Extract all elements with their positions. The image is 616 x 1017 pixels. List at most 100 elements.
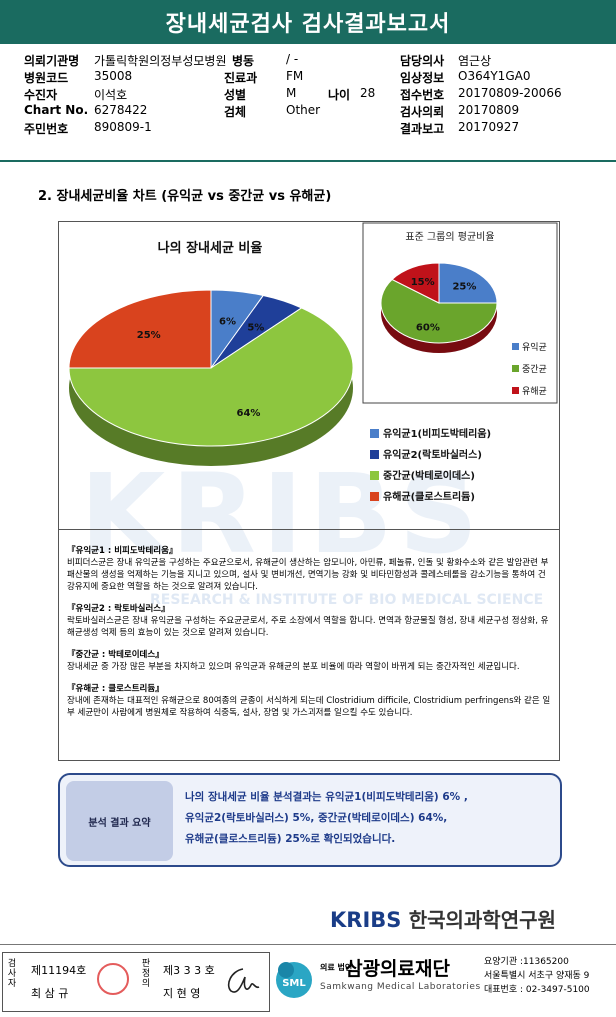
std-data-label: 15% — [411, 277, 435, 288]
info-value: 염근상 — [458, 54, 492, 68]
my-legend-label: 유익균2(락토바실러스) — [383, 448, 482, 461]
std-slice-2 — [391, 262, 440, 304]
info-label: 검사의뢰 — [400, 105, 445, 119]
seal-stamp-icon — [97, 963, 129, 995]
info-label: 병동 — [232, 54, 255, 68]
kriss-logo: KRIBS 한국의과학연구원 — [330, 904, 556, 933]
info-value: 20170809-20066 — [458, 86, 562, 100]
summary-line: 유해균(클로스트리듐) 25%로 확인되었습니다. — [185, 833, 396, 845]
chart-panel — [58, 221, 560, 761]
info-label: 결과보고 — [400, 122, 445, 136]
std-legend-swatch — [512, 387, 519, 394]
info-label: 검체 — [224, 105, 247, 119]
sml-name: 의료 법인 삼광의료재단 — [320, 954, 450, 981]
my-legend-swatch — [370, 429, 379, 438]
std-legend-label: 유해균 — [522, 386, 547, 397]
summary-line: 나의 장내세균 비율 분석결과는 유익균1(비피도박테리움) 6% , — [185, 791, 468, 803]
info-label: 성별 — [224, 88, 247, 102]
standard-chart-title: 표준 그룹의 평균비율 — [405, 231, 494, 243]
description-item: 『유익균2 : 락토바실러스』 락토바실러스균은 장내 유익균을 구성하는 주요균… — [67, 603, 551, 639]
std-data-label: 60% — [416, 323, 440, 334]
info-label: 주민번호 — [24, 122, 69, 136]
sml-code: 요양기관 :11365200 — [484, 957, 569, 967]
description-item: 『유익균1 : 비피도박테리움』 비피더스균은 장내 유익균을 구성하는 주요균으… — [67, 545, 551, 593]
watermark-subtext: RESEARCH & INSTITUTE OF BIO MEDICAL SCIE… — [150, 592, 544, 608]
description-body: 장내에 존재하는 대표적인 유해균으로 80여종의 균종이 서식하게 되는데 C… — [67, 696, 551, 718]
description-heading: 『중간균 : 박테로이데스』 — [67, 650, 164, 660]
summary-label: 분석 결과 요약 — [66, 781, 173, 861]
info-label: 수진자 — [24, 88, 58, 102]
description-body: 비피더스균은 장내 유익균을 구성하는 주요균으로서, 유해균이 생산하는 암모… — [67, 558, 549, 592]
report-title: 장내세균검사 검사결과보고서 — [0, 0, 616, 44]
doctor-name: 지 현 영 — [163, 987, 201, 1000]
doctor-label: 판정의 — [141, 959, 151, 989]
info-value: / - — [286, 52, 299, 66]
sml-address: 요양기관 :11365200 서울특별시 서초구 양재동 9 대표번호 : 02… — [484, 955, 590, 997]
std-legend-label: 중간균 — [522, 364, 547, 375]
my-chart-title: 나의 장내세균 비율 — [158, 240, 263, 256]
info-value: 20170927 — [458, 120, 520, 134]
info-value: O364Y1GA0 — [458, 69, 531, 83]
summary-text: 나의 장내세균 비율 분석결과는 유익균1(비피도박테리움) 6% , 유익균2… — [185, 787, 468, 850]
info-value: 35008 — [94, 69, 133, 83]
my-data-label: 5% — [247, 322, 264, 333]
summary-line: 유익균2(락토바실러스) 5%, 중간균(박테로이데스) 64%, — [185, 812, 448, 824]
description-item: 『유해균 : 클로스트리듐』 장내에 존재하는 대표적인 유해균으로 80여종의 … — [67, 683, 551, 719]
my-data-label: 25% — [137, 330, 161, 341]
tester-license: 제11194호 — [31, 964, 87, 977]
my-slice-2 — [68, 307, 354, 447]
info-value: 6278422 — [94, 103, 148, 117]
my-legend-label: 유해균(클로스트리듐) — [383, 490, 475, 503]
std-legend-label: 유익균 — [522, 341, 547, 353]
panel-divider — [58, 529, 560, 530]
description-body: 장내세균 중 가장 많은 부분을 차지하고 있으며 유익균과 유해균의 분포 비… — [67, 662, 520, 672]
description-heading: 『유익균1 : 비피도박테리움』 — [67, 546, 178, 556]
std-slice-1 — [380, 278, 498, 344]
kribs-watermark: KRIBS — [80, 450, 484, 578]
info-label: 진료과 — [224, 71, 258, 85]
sml-addr-line: 서울특별시 서초구 양재동 9 — [484, 971, 590, 981]
info-value: 가톨릭학원의정부성모병원 — [94, 54, 227, 68]
description-item: 『중간균 : 박테로이데스』 장내세균 중 가장 많은 부분을 차지하고 있으며 … — [67, 649, 551, 673]
description-heading: 『유해균 : 클로스트리듐』 — [67, 684, 164, 694]
my-legend-swatch — [370, 492, 379, 501]
info-value: 20170809 — [458, 103, 520, 117]
info-label: Chart No. — [24, 103, 89, 117]
info-label: 병원코드 — [24, 71, 69, 85]
info-label: 접수번호 — [400, 88, 445, 102]
kriss-logo-mark: KRIBS — [330, 908, 402, 932]
section-title: 2. 장내세균비율 차트 (유익균 vs 중간균 vs 유해균) — [38, 189, 332, 204]
analysis-summary: 분석 결과 요약 나의 장내세균 비율 분석결과는 유익균1(비피도박테리움) … — [58, 773, 562, 867]
info-value: 28 — [360, 86, 376, 100]
info-label: 담당의사 — [400, 54, 445, 68]
info-value: 이석호 — [94, 88, 128, 102]
info-label: 임상정보 — [400, 71, 445, 85]
signature-icon — [227, 968, 260, 993]
my-legend-swatch — [370, 450, 379, 459]
tester-label: 검사자 — [7, 959, 17, 989]
info-value: M — [286, 86, 297, 100]
patient-info: 의뢰기관명 가톨릭학원의정부성모병원 병동 / - 담당의사 염근상 병원코드 … — [24, 52, 604, 137]
pie-charts: 나의 장내세균 비율 6% 5% 64% 25% 유익균1(비피도박테리움) 유익균2(락토… — [68, 222, 558, 503]
sml-org-name: 삼광의료재단 — [345, 958, 450, 980]
sml-logo-icon: SML — [276, 962, 312, 998]
std-data-label: 25% — [452, 281, 476, 292]
bacteria-descriptions: 『유익균1 : 비피도박테리움』 비피더스균은 장내 유익균을 구성하는 주요균으… — [67, 545, 551, 729]
doctor-license: 제3 3 3 호 — [163, 964, 215, 977]
std-legend-swatch — [512, 365, 519, 372]
kriss-name: 한국의과학연구원 — [408, 908, 556, 932]
signature-box: 검사자 제11194호 최 삼 규 판정의 제3 3 3 호 지 현 영 — [2, 952, 270, 1012]
sml-english-name: Samkwang Medical Laboratories — [320, 982, 481, 992]
my-data-label: 6% — [219, 316, 236, 327]
info-value: Other — [286, 103, 321, 117]
info-label: 나이 — [328, 88, 351, 102]
footer-divider — [0, 944, 616, 945]
tester-name: 최 삼 규 — [31, 987, 69, 1000]
section-divider — [0, 160, 616, 162]
sml-small-label: 의료 법인 — [320, 962, 353, 972]
sml-logo-text: SML — [282, 978, 306, 989]
my-slice-3 — [68, 289, 212, 369]
description-heading: 『유익균2 : 락토바실러스』 — [67, 604, 170, 614]
my-legend-label: 유익균1(비피도박테리움) — [383, 427, 491, 440]
my-legend-swatch — [370, 471, 379, 480]
